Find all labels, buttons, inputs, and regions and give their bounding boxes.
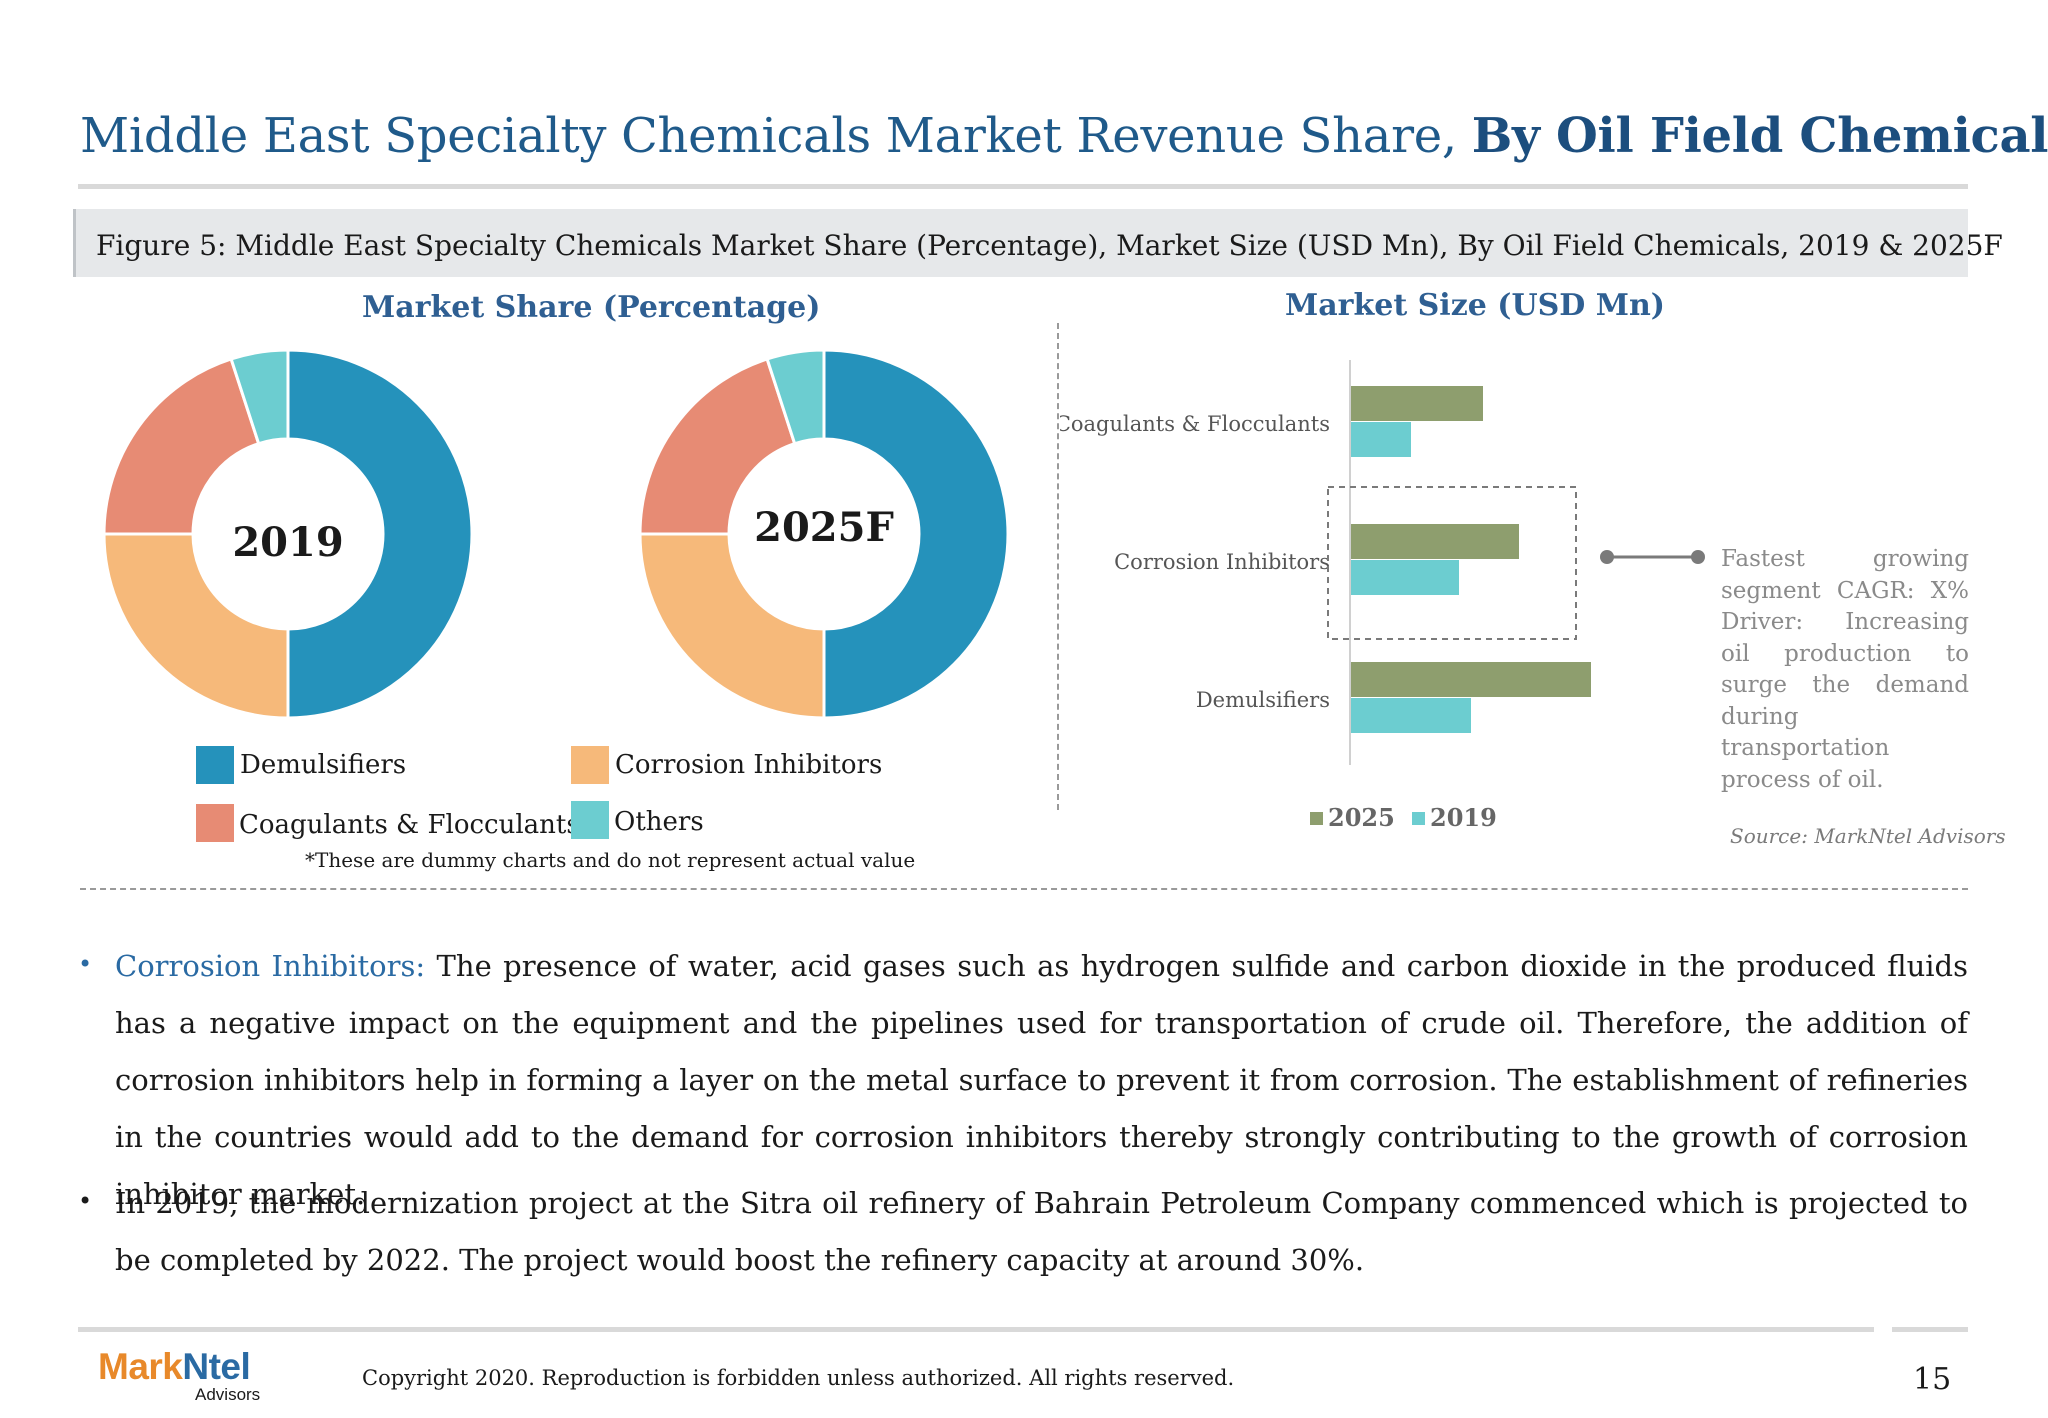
bar-2019-corrosion-inhibitors xyxy=(1351,560,1459,595)
fastest-growing-annotation: Fastest growing segment CAGR: X% Driver:… xyxy=(1721,546,1969,793)
donut-slice-demulsifiers xyxy=(286,348,474,720)
legend-swatch-demulsifiers xyxy=(196,746,234,784)
footer-divider-short xyxy=(1892,1327,1968,1332)
connector-dot-left xyxy=(1600,550,1614,564)
bullet-marker: • xyxy=(78,950,93,978)
vertical-divider xyxy=(1057,323,1059,810)
donut-center-label: 2019 xyxy=(232,519,343,566)
bullet-corrosion-inhibitors: Corrosion Inhibitors: The presence of wa… xyxy=(115,938,1968,1223)
page-number: 15 xyxy=(1913,1362,1952,1397)
bar-chart-plot: Coagulants & Flocculants Corrosion Inhibi… xyxy=(1060,360,1705,832)
bar-category-label: Corrosion Inhibitors xyxy=(1114,550,1330,574)
donut-slice-coagulants-flocculants xyxy=(102,357,261,536)
bar-2025-coagulants-flocculants xyxy=(1351,386,1483,421)
footer-divider xyxy=(78,1327,1874,1332)
legend-swatch-coagulants-flocculants xyxy=(196,804,234,842)
bar-legend-swatch-2025 xyxy=(1310,812,1323,825)
donut-charts: 2019 2025F xyxy=(102,348,1010,720)
legend-swatch-others xyxy=(571,801,609,839)
bullet-body: The presence of water, acid gases such a… xyxy=(115,949,1968,1211)
bar-legend-swatch-2019 xyxy=(1412,812,1425,825)
donut-slice-coagulants-flocculants xyxy=(638,357,797,536)
market-share-title: Market Share (Percentage) xyxy=(362,290,821,325)
title-divider xyxy=(78,184,1968,189)
copyright-text: Copyright 2020. Reproduction is forbidde… xyxy=(362,1366,1235,1390)
bar-category-label: Demulsifiers xyxy=(1196,688,1330,712)
dummy-chart-note: *These are dummy charts and do not repre… xyxy=(305,848,916,872)
horizontal-divider xyxy=(80,888,1968,890)
donut-chart-2025f: 2025F xyxy=(638,348,1010,720)
figure-caption-bar xyxy=(76,209,1968,277)
bullet-label: Corrosion Inhibitors: xyxy=(115,949,426,983)
bar-2025-demulsifiers xyxy=(1351,662,1591,697)
legend-label: Others xyxy=(614,807,704,837)
highlight-box xyxy=(1327,486,1577,640)
logo-wordmark: MarkNtel xyxy=(98,1346,251,1388)
legend-swatch-corrosion-inhibitors xyxy=(571,746,609,784)
bar-2019-demulsifiers xyxy=(1351,698,1471,733)
bullet-marker: • xyxy=(78,1187,93,1215)
page-title: Middle East Specialty Chemicals Market R… xyxy=(80,108,2048,164)
market-size-bar-chart: Coagulants & Flocculants Corrosion Inhibi… xyxy=(1060,360,1705,832)
legend-label: Corrosion Inhibitors xyxy=(615,750,883,780)
donut-chart-2019: 2019 xyxy=(102,348,474,720)
markntel-logo: MarkNtel Advisors xyxy=(98,1346,260,1404)
market-size-title: Market Size (USD Mn) xyxy=(1285,288,1665,323)
source-note: Source: MarkNtel Advisors xyxy=(1730,824,2006,848)
bar-2019-coagulants-flocculants xyxy=(1351,422,1411,457)
legend-label: Coagulants & Flocculants xyxy=(239,810,580,840)
donut-slice-others xyxy=(229,348,290,446)
logo-subtitle: Advisors xyxy=(195,1385,261,1404)
bullet-sitra-refinery: In 2019, the modernization project at th… xyxy=(115,1186,1968,1277)
page-title-bold: By Oil Field Chemicals xyxy=(1471,108,2048,164)
donut-slice-others xyxy=(765,348,826,446)
donut-slice-corrosion-inhibitors xyxy=(638,532,826,720)
donut-slice-corrosion-inhibitors xyxy=(102,532,290,720)
logo-ntel-text: Ntel xyxy=(182,1346,251,1387)
donut-slice-demulsifiers xyxy=(822,348,1010,720)
page-title-main: Middle East Specialty Chemicals Market R… xyxy=(80,108,1457,164)
logo-mark-text: Mark xyxy=(98,1346,183,1387)
bar-category-label: Coagulants & Flocculants xyxy=(1060,412,1330,436)
bar-legend-label-2025: 2025 xyxy=(1328,803,1395,832)
donut-center-label: 2025F xyxy=(754,504,894,551)
bar-2025-corrosion-inhibitors xyxy=(1351,524,1519,559)
legend-label: Demulsifiers xyxy=(240,750,407,780)
bar-legend-label-2019: 2019 xyxy=(1430,803,1497,832)
figure-caption: Figure 5: Middle East Specialty Chemical… xyxy=(96,229,2003,262)
connector-dot-right xyxy=(1691,550,1705,564)
